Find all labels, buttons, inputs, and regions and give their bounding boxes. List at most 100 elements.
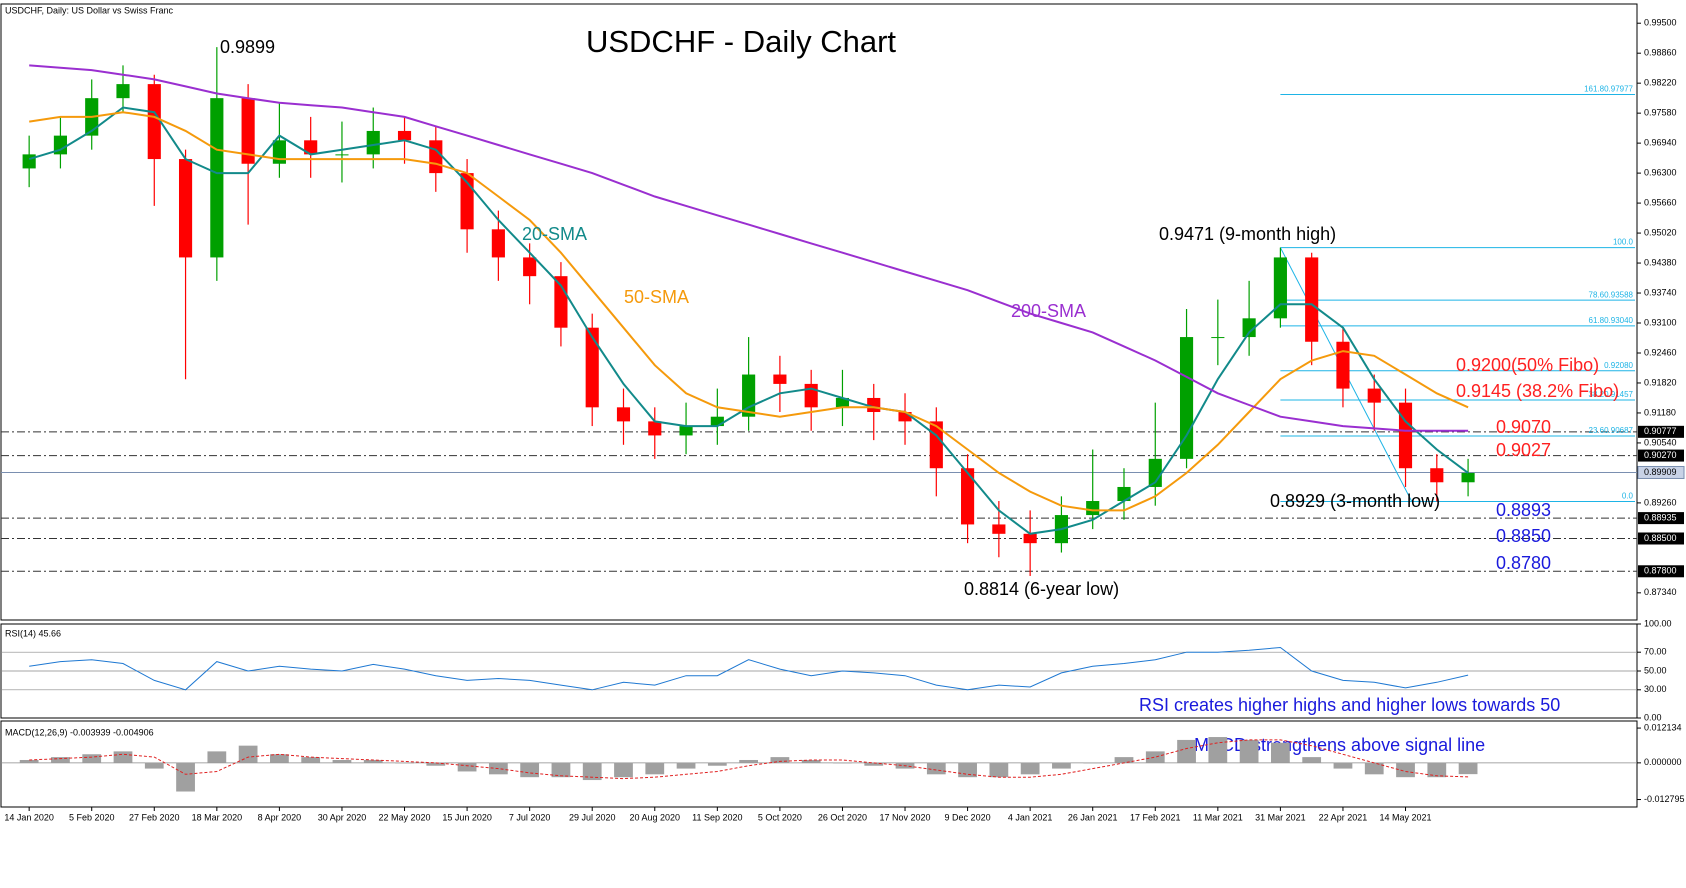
level-box: [1638, 425, 1684, 438]
candle-body: [710, 416, 724, 427]
candle-body: [679, 426, 693, 436]
candle-body: [147, 84, 161, 160]
macd-bar: [363, 759, 383, 763]
candle-body: [116, 84, 130, 99]
macd-bar: [1020, 762, 1040, 775]
annotation: 0.9145 (38.2% Fibo): [1456, 381, 1619, 401]
macd-bar: [1458, 762, 1478, 775]
macd-bar: [1239, 739, 1259, 763]
y-tick-label: 0.95020: [1644, 227, 1677, 237]
y-tick-label: 0.93100: [1644, 317, 1677, 327]
candle-body: [1273, 257, 1287, 319]
annotation: 0.8893: [1496, 500, 1551, 520]
x-tick-label: 14 May 2021: [1379, 812, 1431, 822]
sma-line: [29, 64, 1469, 432]
macd-bar: [926, 762, 946, 775]
level-box: [1638, 532, 1684, 545]
x-tick-label: 26 Jan 2021: [1068, 812, 1118, 822]
fib-label: 38.20.91457: [1589, 390, 1634, 399]
level-label: 0.88500: [1644, 533, 1677, 543]
macd-bar: [395, 762, 414, 764]
macd-bar: [739, 759, 759, 763]
candle-body: [961, 468, 975, 525]
macd-bar: [520, 762, 540, 778]
y-tick-label: 0.95660: [1644, 197, 1677, 207]
sma-label: 200-SMA: [1011, 301, 1086, 321]
macd-bar: [82, 754, 102, 763]
macd-bar: [1052, 762, 1071, 769]
x-tick-label: 22 May 2020: [379, 812, 431, 822]
fib-label: 23.60.90687: [1589, 426, 1634, 435]
level-box: [1638, 512, 1684, 525]
candle-body: [1430, 468, 1444, 483]
macd-bar: [113, 751, 133, 763]
y-tick-label: 0.90540: [1644, 437, 1677, 447]
candle-body: [1336, 341, 1350, 389]
macd-bar: [770, 757, 790, 763]
candle-body: [1461, 472, 1475, 483]
macd-bar: [457, 762, 477, 772]
candle-body: [648, 421, 662, 436]
x-tick-label: 11 Sep 2020: [692, 812, 742, 822]
fib-label: 61.80.93040: [1589, 316, 1634, 325]
fib-label: 0.92080: [1604, 361, 1633, 370]
sma-line: [28, 106, 1469, 535]
x-tick-label: 20 Aug 2020: [629, 812, 680, 822]
x-tick-label: 22 Apr 2021: [1319, 812, 1368, 822]
y-tick-label: 0.98860: [1644, 48, 1677, 58]
x-tick-label: 7 Jul 2020: [509, 812, 551, 822]
candle-body: [773, 374, 787, 384]
x-tick-label: 15 Jun 2020: [442, 812, 492, 822]
macd-bar: [864, 762, 884, 766]
x-tick-label: 5 Oct 2020: [758, 812, 802, 822]
x-tick-label: 17 Feb 2021: [1130, 812, 1181, 822]
macd-bar: [1114, 757, 1134, 763]
x-tick-label: 17 Nov 2020: [879, 812, 930, 822]
annotation: 0.8929 (3-month low): [1270, 491, 1440, 511]
price-box: [1637, 465, 1685, 479]
sma-label: 50-SMA: [624, 287, 689, 307]
x-tick-label: 29 Jul 2020: [569, 812, 616, 822]
x-tick-label: 30 Apr 2020: [318, 812, 367, 822]
rsi-title: RSI(14) 45.66: [5, 628, 61, 638]
macd-bar: [614, 762, 633, 778]
macd-bar: [207, 751, 227, 763]
annotation: 0.9070: [1496, 417, 1551, 437]
candle-body: [1305, 257, 1319, 342]
macd-bar: [1427, 762, 1447, 778]
candle-body: [804, 383, 818, 408]
candle-body: [304, 140, 318, 155]
level-label: 0.87800: [1644, 566, 1677, 576]
candle-body: [241, 98, 255, 164]
price-label: 0.89909: [1644, 467, 1677, 477]
chart-subtitle: USDCHF, Daily: US Dollar vs Swiss Franc: [5, 5, 174, 15]
macd-bar: [1302, 757, 1322, 763]
fib-label: 0.0: [1622, 492, 1634, 501]
sma-label: 20-SMA: [522, 224, 587, 244]
macd-bar: [270, 754, 289, 763]
macd-bar: [1208, 737, 1228, 763]
y-tick-label: 0.99500: [1644, 18, 1677, 28]
x-tick-label: 26 Oct 2020: [818, 812, 867, 822]
annotation: 0.9200(50% Fibo): [1456, 355, 1599, 375]
macd-bar: [676, 762, 696, 769]
x-tick-label: 11 Mar 2021: [1193, 812, 1243, 822]
macd-bar: [707, 762, 727, 766]
macd-bar: [551, 762, 571, 778]
candle-body: [335, 154, 349, 156]
macd-bar: [1364, 762, 1384, 775]
macd-bar: [1271, 742, 1290, 763]
candle-body: [1367, 388, 1381, 403]
rsi-y-tick-label: 30.00: [1644, 684, 1667, 694]
x-tick-label: 8 Apr 2020: [258, 812, 302, 822]
candle-body: [523, 257, 537, 277]
macd-bar: [1083, 762, 1103, 764]
main-panel: [0, 3, 1638, 621]
macd-bar: [958, 762, 977, 778]
candle-body: [585, 327, 599, 408]
macd-panel: [0, 720, 1638, 808]
rsi-line: [29, 646, 1469, 691]
candle-body: [1023, 533, 1037, 544]
fib-label: 78.60.93588: [1589, 290, 1634, 299]
